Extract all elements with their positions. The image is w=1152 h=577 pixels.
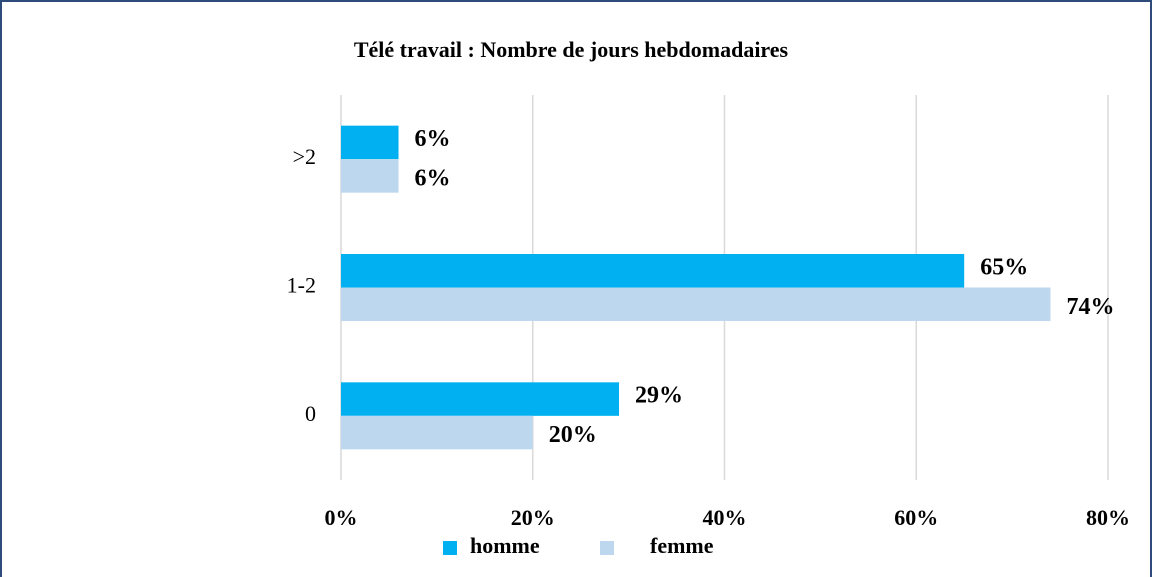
bar (341, 287, 1051, 321)
legend-swatch (443, 541, 457, 555)
x-tick-label: 80% (1086, 505, 1130, 530)
x-tick-label: 40% (703, 505, 747, 530)
y-tick-label: >2 (293, 144, 316, 169)
x-tick-label: 0% (325, 505, 358, 530)
value-label: 6% (415, 126, 451, 152)
y-tick-label: 1-2 (287, 273, 316, 298)
x-tick-label: 60% (894, 505, 938, 530)
bar (341, 415, 533, 450)
value-label: 74% (1066, 294, 1114, 320)
value-label: 65% (980, 254, 1028, 280)
bar (341, 125, 399, 160)
value-label: 20% (549, 422, 597, 448)
bar (341, 254, 965, 288)
value-label: 6% (415, 165, 451, 191)
bar (341, 382, 620, 416)
chart-title: Télé travail : Nombre de jours hebdomada… (354, 37, 789, 62)
y-tick-label: 0 (305, 401, 316, 426)
x-tick-label: 20% (511, 505, 555, 530)
legend-swatch (600, 541, 614, 555)
legend-label: femme (650, 533, 714, 558)
value-label: 29% (635, 383, 683, 409)
legend-label: homme (470, 533, 540, 558)
bar (341, 159, 399, 193)
